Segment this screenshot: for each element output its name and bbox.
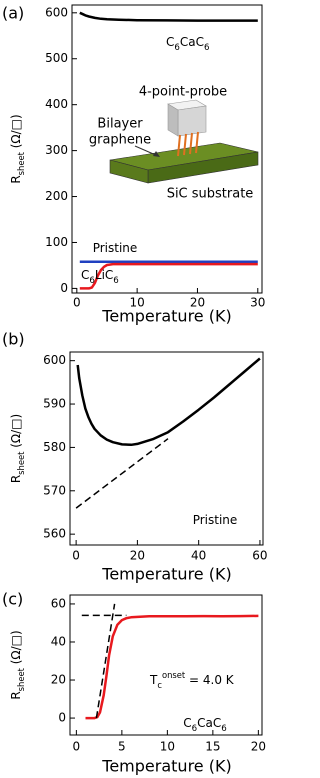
x-tick-label: 10: [130, 296, 145, 310]
x-axis-label: Temperature (K): [101, 757, 231, 776]
annotation: graphene: [89, 133, 151, 148]
y-tick-label: 560: [43, 527, 66, 541]
y-tick-label: 20: [51, 673, 66, 687]
y-tick-label: 60: [51, 596, 66, 610]
y-tick-label: 570: [43, 483, 66, 497]
y-tick-label: 200: [45, 189, 68, 203]
plot-frame: [71, 4, 263, 294]
y-tick-label: 400: [45, 97, 68, 111]
y-tick-label: 0: [60, 281, 68, 295]
text-segment: R: [9, 475, 23, 483]
text-segment: c: [157, 680, 162, 690]
text-segment: R: [9, 175, 23, 183]
x-tick-label: 0: [73, 296, 81, 310]
annotation: 4-point-probe: [139, 85, 227, 100]
panel-label: (a): [2, 4, 24, 23]
data-line: [76, 357, 261, 447]
data-line: [85, 614, 259, 720]
x-tick-label: 20: [251, 740, 266, 754]
annotation: Tconset = 4.0 K: [149, 670, 235, 690]
data-line: [79, 262, 258, 290]
text-segment: sheet: [16, 451, 26, 475]
x-tick-label: 30: [250, 296, 265, 310]
data-line: [79, 11, 258, 22]
plot-frame: [69, 351, 264, 546]
panel-label: (b): [2, 330, 25, 349]
figure: (a) 4-point-probe Bilayer graphene SiC s…: [2, 4, 268, 776]
x-tick-label: 0: [72, 549, 80, 563]
x-tick-label: 5: [118, 740, 126, 754]
y-axis-label: Rsheet (Ω/□): [9, 114, 26, 183]
y-tick-label: 0: [58, 711, 66, 725]
text-segment: (Ω/□): [9, 630, 23, 668]
plot-frame: [69, 594, 263, 736]
series-label: Pristine: [193, 513, 238, 527]
series-label: Pristine: [93, 241, 138, 255]
text-segment: sheet: [16, 667, 26, 691]
panel-label: (c): [2, 590, 23, 609]
x-tick-label: 20: [130, 549, 145, 563]
y-tick-label: 590: [43, 397, 66, 411]
inset-diagram: [109, 99, 259, 184]
fit-line: [75, 438, 169, 509]
series-label: C6CaC6: [183, 716, 227, 734]
y-tick-label: 100: [45, 235, 68, 249]
text-segment: R: [9, 691, 23, 699]
annotation: SiC substrate: [167, 187, 254, 202]
y-tick-label: 600: [43, 353, 66, 367]
x-tick-label: 40: [191, 549, 206, 563]
x-tick-label: 60: [252, 549, 267, 563]
y-axis-label: Rsheet (Ω/□): [9, 630, 26, 699]
text-segment: = 4.0 K: [185, 673, 235, 687]
annotation: Bilayer: [97, 117, 143, 132]
x-axis-label: Temperature (K): [101, 307, 231, 326]
text-segment: onset: [162, 670, 186, 680]
text-segment: T: [149, 673, 158, 687]
fit-line: [95, 603, 116, 719]
series-label: C6CaC6: [166, 35, 210, 53]
y-tick-label: 600: [45, 5, 68, 19]
x-tick-label: 15: [205, 740, 220, 754]
y-tick-label: 300: [45, 143, 68, 157]
x-tick-label: 10: [160, 740, 175, 754]
y-tick-label: 580: [43, 440, 66, 454]
series-label: C6LiC6: [81, 268, 119, 286]
text-segment: (Ω/□): [9, 414, 23, 452]
text-segment: (Ω/□): [9, 114, 23, 152]
y-axis-label: Rsheet (Ω/□): [9, 414, 26, 483]
text-segment: sheet: [16, 151, 26, 175]
x-tick-label: 20: [190, 296, 205, 310]
x-axis-label: Temperature (K): [101, 565, 231, 584]
y-tick-label: 40: [51, 634, 66, 648]
x-tick-label: 0: [73, 740, 81, 754]
y-tick-label: 500: [45, 51, 68, 65]
